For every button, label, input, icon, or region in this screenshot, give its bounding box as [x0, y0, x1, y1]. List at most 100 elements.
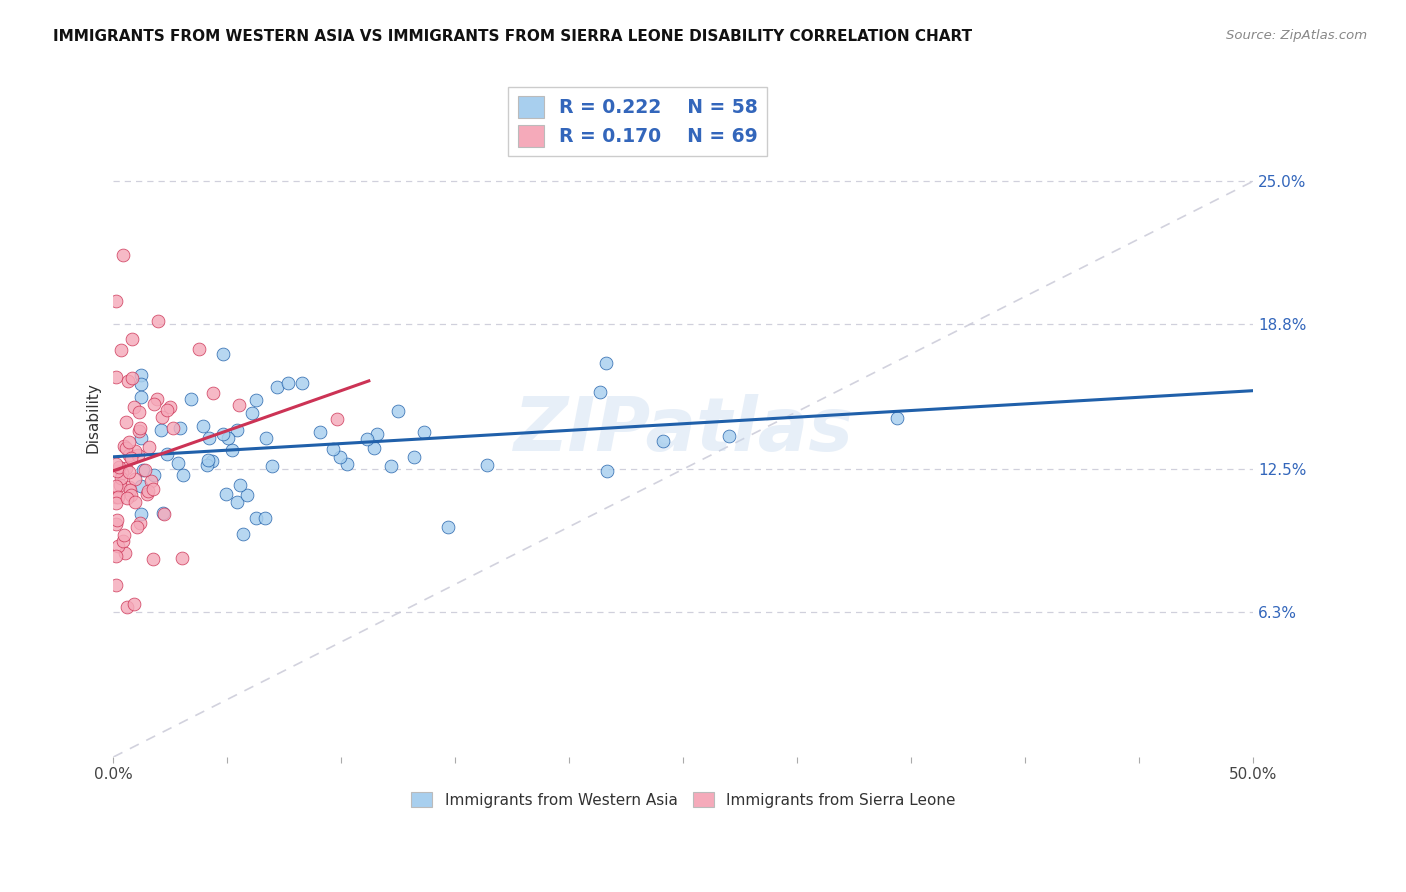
Point [104, 516, 127, 531]
Point [356, 432, 378, 446]
Point [215, 487, 238, 501]
Point [128, 516, 150, 530]
Point [129, 368, 152, 382]
Text: Source: ZipAtlas.com: Source: ZipAtlas.com [1226, 29, 1367, 42]
Point [121, 333, 143, 347]
Point [112, 528, 135, 542]
Point [366, 427, 388, 442]
Point [110, 343, 132, 357]
Point [118, 465, 141, 479]
Point [110, 471, 132, 485]
Point [245, 510, 267, 524]
Point [149, 423, 172, 437]
Legend: Immigrants from Western Asia, Immigrants from Sierra Leone: Immigrants from Western Asia, Immigrants… [405, 786, 962, 814]
Point [115, 600, 138, 615]
Text: ZIPatlas: ZIPatlas [513, 394, 853, 467]
Point [651, 434, 673, 448]
Point [226, 494, 249, 508]
Point [115, 416, 138, 430]
Point [291, 376, 314, 390]
Point [129, 507, 152, 521]
Point [105, 513, 128, 527]
Point [159, 400, 181, 414]
Point [129, 431, 152, 445]
Point [240, 406, 263, 420]
Point [104, 457, 127, 471]
Point [129, 377, 152, 392]
Point [262, 459, 284, 474]
Point [104, 577, 127, 591]
Point [172, 551, 194, 566]
Point [112, 439, 135, 453]
Point [121, 371, 143, 385]
Point [595, 464, 617, 478]
Point [145, 392, 167, 406]
Point [228, 398, 250, 412]
Point [107, 490, 129, 504]
Point [105, 549, 128, 563]
Point [195, 458, 218, 473]
Point [212, 426, 235, 441]
Point [886, 411, 908, 425]
Point [156, 403, 179, 417]
Point [124, 494, 146, 508]
Point [117, 374, 139, 388]
Point [122, 597, 145, 611]
Point [115, 461, 138, 475]
Point [112, 534, 135, 549]
Point [111, 248, 134, 262]
Point [588, 385, 610, 400]
Point [595, 356, 617, 370]
Point [127, 519, 149, 533]
Point [380, 458, 402, 473]
Point [228, 477, 250, 491]
Point [138, 483, 160, 498]
Text: IMMIGRANTS FROM WESTERN ASIA VS IMMIGRANTS FROM SIERRA LEONE DISABILITY CORRELAT: IMMIGRANTS FROM WESTERN ASIA VS IMMIGRAN… [53, 29, 973, 44]
Point [142, 483, 165, 497]
Point [128, 425, 150, 439]
Point [221, 443, 243, 458]
Point [363, 442, 385, 456]
Point [120, 451, 142, 466]
Point [226, 423, 249, 437]
Point [135, 487, 157, 501]
Point [104, 294, 127, 309]
Point [322, 442, 344, 456]
Point [134, 463, 156, 477]
Point [254, 510, 277, 524]
Point [105, 370, 128, 384]
Point [201, 453, 224, 467]
Point [129, 479, 152, 493]
Point [191, 419, 214, 434]
Point [402, 450, 425, 464]
Point [107, 465, 129, 479]
Point [436, 519, 458, 533]
Point [180, 392, 202, 407]
Point [139, 474, 162, 488]
Point [128, 405, 150, 419]
Point [197, 452, 219, 467]
Point [132, 463, 155, 477]
Point [118, 480, 141, 494]
Point [142, 552, 165, 566]
Point [107, 539, 129, 553]
Point [150, 410, 173, 425]
Y-axis label: Disability: Disability [86, 382, 100, 452]
Point [146, 313, 169, 327]
Point [120, 483, 142, 498]
Point [413, 425, 436, 439]
Point [129, 421, 152, 435]
Point [235, 488, 257, 502]
Point [129, 390, 152, 404]
Point [156, 447, 179, 461]
Point [104, 479, 127, 493]
Point [172, 468, 194, 483]
Point [108, 477, 131, 491]
Point [118, 434, 141, 449]
Point [326, 412, 349, 426]
Point [198, 431, 221, 445]
Point [153, 507, 176, 521]
Point [166, 456, 188, 470]
Point [114, 546, 136, 560]
Point [127, 448, 149, 462]
